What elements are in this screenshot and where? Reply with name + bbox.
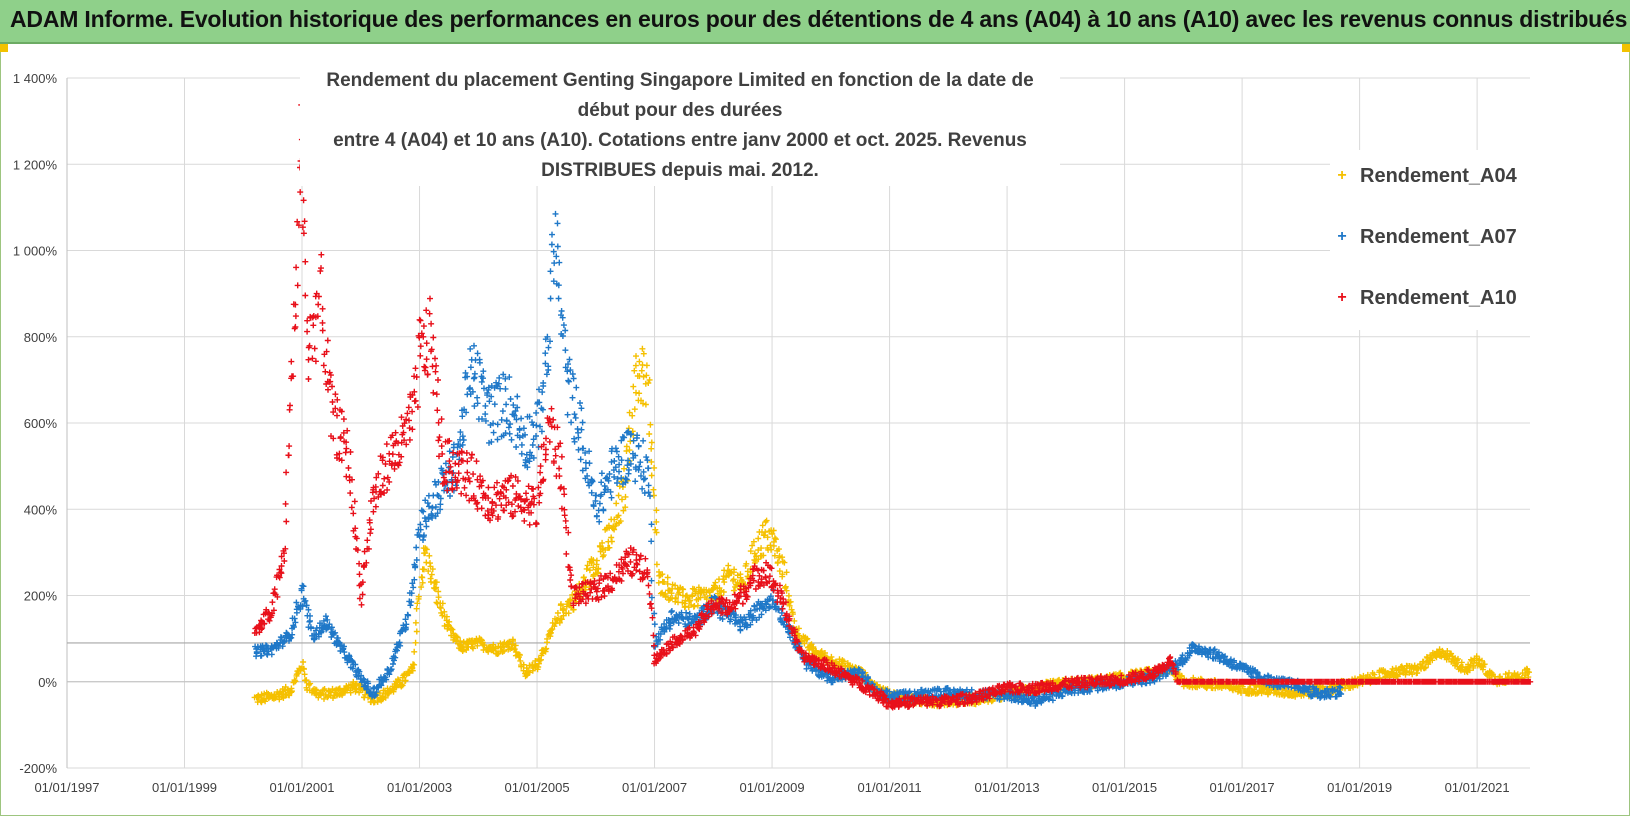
x-tick-label: 01/01/2017 xyxy=(1210,780,1275,795)
page-title: ADAM Informe. Evolution historique des p… xyxy=(10,6,1628,32)
x-tick-label: 01/01/2011 xyxy=(858,780,922,795)
x-tick-label: 01/01/2013 xyxy=(975,780,1040,795)
chart-legend: + Rendement_A04 + Rendement_A07 + Rendem… xyxy=(1330,150,1535,330)
x-tick-label: 01/01/2015 xyxy=(1092,780,1157,795)
legend-item-a04: + Rendement_A04 xyxy=(1330,161,1517,191)
legend-label-a04: Rendement_A04 xyxy=(1360,164,1517,187)
chart-title-line1: Rendement du placement Genting Singapore… xyxy=(326,70,1034,121)
y-tick-label: 1 200% xyxy=(13,157,58,172)
corner-marker-left xyxy=(0,44,8,52)
legend-label-a10: Rendement_A10 xyxy=(1360,286,1517,309)
series-rendement-a04 xyxy=(251,345,1532,710)
y-tick-label: 600% xyxy=(24,416,58,431)
corner-marker-right xyxy=(1622,44,1630,52)
series-rendement-a10 xyxy=(251,101,1534,711)
legend-marker-a07: + xyxy=(1337,228,1347,245)
y-tick-label: 1 000% xyxy=(13,244,58,259)
x-tick-label: 01/01/2019 xyxy=(1327,780,1392,795)
x-tick-label: 01/01/2021 xyxy=(1445,780,1510,795)
x-tick-label: 01/01/1997 xyxy=(34,780,99,795)
x-tick-label: 01/01/2003 xyxy=(387,780,452,795)
chart-title: Rendement du placement Genting Singapore… xyxy=(300,66,1060,186)
legend-item-a10: + Rendement_A10 xyxy=(1330,283,1517,313)
x-tick-label: 01/01/2009 xyxy=(740,780,805,795)
y-tick-label: 0% xyxy=(38,675,57,690)
scatter-points-rendement-a10 xyxy=(251,101,1534,711)
header-bar: ADAM Informe. Evolution historique des p… xyxy=(0,0,1630,44)
legend-item-a07: + Rendement_A07 xyxy=(1330,222,1517,252)
x-tick-label: 01/01/2007 xyxy=(622,780,687,795)
y-tick-label: 1 400% xyxy=(13,71,58,86)
y-tick-label: 800% xyxy=(24,330,58,345)
legend-marker-a10: + xyxy=(1337,289,1347,306)
x-tick-label: 01/01/2001 xyxy=(269,780,334,795)
legend-marker-a04: + xyxy=(1337,167,1347,184)
chart-title-line2: entre 4 (A04) et 10 ans (A10). Cotations… xyxy=(333,130,1027,181)
y-tick-label: 200% xyxy=(24,589,58,604)
scatter-points-rendement-a04 xyxy=(251,345,1532,710)
x-tick-label: 01/01/2005 xyxy=(505,780,570,795)
y-tick-label: 400% xyxy=(24,502,58,517)
x-tick-label: 01/01/1999 xyxy=(152,780,217,795)
legend-label-a07: Rendement_A07 xyxy=(1360,225,1517,248)
y-tick-label: -200% xyxy=(19,761,57,776)
